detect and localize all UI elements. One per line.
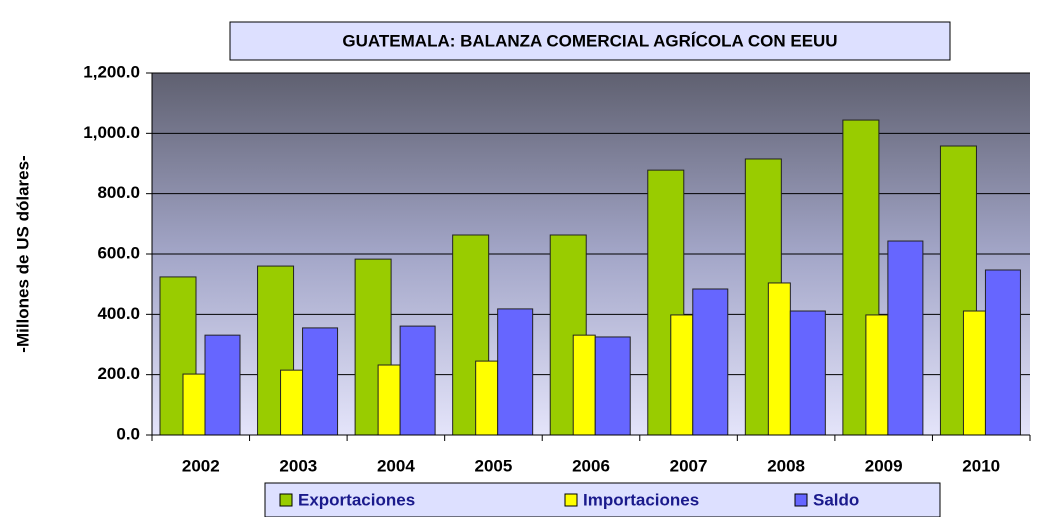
y-tick-label: 800.0 — [97, 183, 140, 202]
bar — [572, 334, 596, 436]
x-tick-label: 2010 — [962, 456, 1000, 475]
bar — [670, 314, 694, 436]
legend-swatch — [279, 493, 293, 507]
x-tick-label: 2004 — [377, 456, 415, 475]
x-tick-label: 2008 — [767, 456, 805, 475]
x-tick-label: 2002 — [182, 456, 220, 475]
bar — [182, 373, 206, 436]
y-tick-label: 600.0 — [97, 243, 140, 262]
bar — [302, 327, 339, 436]
x-tick-label: 2009 — [865, 456, 903, 475]
y-axis-label: -Millones de US dólares- — [13, 155, 32, 352]
y-tick-label: 400.0 — [97, 304, 140, 323]
bar — [842, 119, 880, 436]
chart-title: GUATEMALA: BALANZA COMERCIAL AGRÍCOLA CO… — [342, 31, 837, 50]
bar — [767, 282, 791, 436]
x-tick-label: 2003 — [279, 456, 317, 475]
bar — [962, 310, 986, 436]
bar — [377, 364, 401, 436]
bar — [594, 336, 631, 436]
bar — [497, 308, 534, 436]
y-tick-label: 200.0 — [97, 364, 140, 383]
bar — [984, 269, 1021, 436]
bar — [865, 314, 889, 436]
x-tick-label: 2005 — [475, 456, 513, 475]
y-tick-label: 1,000.0 — [83, 123, 140, 142]
bar — [204, 334, 241, 436]
bar — [399, 325, 436, 436]
bar — [280, 369, 304, 436]
y-tick-label: 1,200.0 — [83, 62, 140, 81]
bar — [887, 240, 924, 436]
legend-label: Importaciones — [583, 490, 699, 509]
legend-swatch — [794, 493, 808, 507]
legend-box — [264, 482, 941, 517]
bar — [475, 360, 499, 436]
x-tick-label: 2007 — [670, 456, 708, 475]
legend-swatch — [564, 493, 578, 507]
bar — [789, 310, 826, 436]
bar — [692, 288, 729, 436]
y-tick-label: 0.0 — [116, 424, 140, 443]
title-box — [229, 21, 951, 61]
legend-label: Exportaciones — [298, 490, 415, 509]
legend-label: Saldo — [813, 490, 859, 509]
x-tick-label: 2006 — [572, 456, 610, 475]
